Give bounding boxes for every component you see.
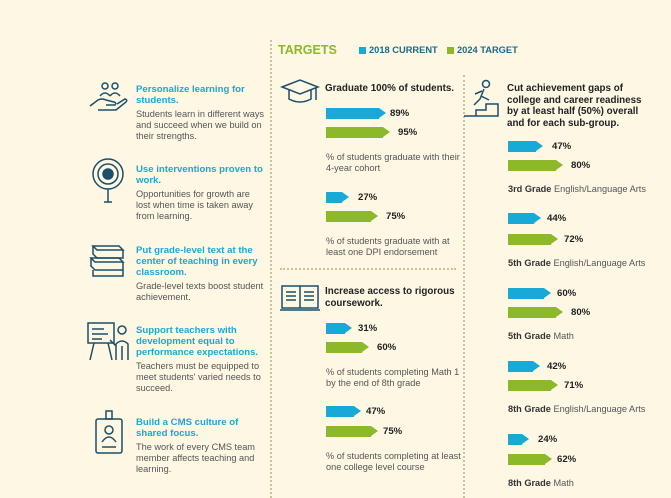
- strategy-1-title: Personalize learning for students.: [136, 84, 245, 106]
- gap-5-target-label: 62%: [557, 454, 577, 465]
- strategy-3-title: Put grade-level text at the center of te…: [136, 245, 258, 278]
- gap-4-grade: 8th Grade: [508, 404, 551, 414]
- stack-of-books-icon: [89, 245, 125, 277]
- graduation-cap-icon: [280, 79, 320, 103]
- divider-right: [463, 75, 465, 498]
- coursework-1-desc: % of students completing Math 1 by the e…: [326, 367, 460, 388]
- gap-4-target-bar: [508, 380, 558, 391]
- gap-5-label: 8th Grade Math: [508, 478, 574, 488]
- targets-title: TARGETS: [278, 43, 337, 57]
- legend-target-label: 2024 TARGET: [457, 45, 518, 55]
- graduate-2-current-bar: [326, 192, 349, 203]
- coursework-1-current-label: 31%: [358, 323, 378, 334]
- strategy-5-body: The work of every CMS team member affect…: [136, 442, 255, 474]
- gap-2-current-bar: [508, 213, 541, 224]
- coursework-1-target-label: 60%: [377, 342, 397, 353]
- gap-5-current-bar: [508, 434, 529, 445]
- gap-3-grade: 5th Grade: [508, 331, 551, 341]
- gap-1-subject: English/Language Arts: [553, 184, 646, 194]
- gap-5-current-label: 24%: [538, 434, 558, 445]
- gap-1-current-label: 47%: [552, 141, 572, 152]
- legend-current-label: 2018 CURRENT: [369, 45, 438, 55]
- strategy-4-body: Teachers must be equipped to meet studen…: [136, 361, 261, 393]
- gap-2-current-label: 44%: [547, 213, 567, 224]
- graduate-1-target-label: 95%: [398, 127, 418, 138]
- goal-graduate-title: Graduate 100% of students.: [325, 83, 455, 94]
- strategy-4-title: Support teachers with development equal …: [136, 325, 259, 358]
- legend-target-swatch: [447, 47, 454, 54]
- gap-4-label: 8th Grade English/Language Arts: [508, 404, 645, 414]
- gap-3-target-bar: [508, 307, 563, 318]
- gap-5-grade: 8th Grade: [508, 478, 551, 488]
- gap-5-subject: Math: [553, 478, 574, 488]
- gap-2-target-bar: [508, 234, 558, 245]
- strategy-3-body: Grade-level texts boost student achievem…: [136, 281, 264, 302]
- coursework-1-target-bar: [326, 342, 369, 353]
- gap-4-current-bar: [508, 361, 540, 372]
- gap-2-target-label: 72%: [564, 234, 584, 245]
- goal-gaps-title: Cut achievement gaps of college and care…: [507, 83, 642, 129]
- open-book-icon: [280, 285, 320, 311]
- gap-3-label: 5th Grade Math: [508, 331, 574, 341]
- gap-1-grade: 3rd Grade: [508, 184, 552, 194]
- coursework-2-desc: % of students completing at least one co…: [326, 451, 461, 472]
- gap-2-label: 5th Grade English/Language Arts: [508, 258, 645, 268]
- gap-3-subject: Math: [553, 331, 574, 341]
- gap-2-subject: English/Language Arts: [553, 258, 646, 268]
- gap-2-grade: 5th Grade: [508, 258, 551, 268]
- strategy-5-title: Build a CMS culture of shared focus.: [136, 417, 239, 439]
- gap-3-current-label: 60%: [557, 288, 577, 299]
- gap-1-current-bar: [508, 141, 543, 152]
- gap-5-target-bar: [508, 454, 552, 465]
- graduate-1-current-bar: [326, 108, 386, 119]
- coursework-2-current-label: 47%: [366, 406, 386, 417]
- graduate-1-current-label: 89%: [390, 108, 410, 119]
- gap-1-target-bar: [508, 160, 563, 171]
- hand-with-people-icon: [89, 82, 128, 111]
- gap-4-subject: English/Language Arts: [553, 404, 646, 414]
- strategy-1-body: Students learn in different ways and suc…: [136, 109, 265, 141]
- divider-middle: [280, 268, 456, 270]
- gap-3-current-bar: [508, 288, 551, 299]
- gap-3-target-label: 80%: [571, 307, 591, 318]
- gap-1-label: 3rd Grade English/Language Arts: [508, 184, 646, 194]
- coursework-2-target-bar: [326, 426, 378, 437]
- divider-left: [270, 40, 272, 498]
- coursework-2-current-bar: [326, 406, 361, 417]
- gap-4-target-label: 71%: [564, 380, 584, 391]
- graduate-1-target-bar: [326, 127, 390, 138]
- teacher-at-board-icon: [87, 322, 129, 361]
- graduate-2-current-label: 27%: [358, 192, 378, 203]
- strategy-2-body: Opportunities for growth are lost when t…: [136, 189, 253, 221]
- climbing-stairs-icon: [464, 79, 499, 117]
- strategy-2-title: Use interventions proven to work.: [136, 164, 263, 186]
- target-head-icon: [92, 158, 124, 203]
- coursework-1-current-bar: [326, 323, 352, 334]
- graduate-1-desc: % of students graduate with their 4-year…: [326, 152, 460, 173]
- gap-4-current-label: 42%: [547, 361, 567, 372]
- graduate-2-target-label: 75%: [386, 211, 406, 222]
- graduate-2-desc: % of students graduate with at least one…: [326, 236, 450, 257]
- goal-coursework-title: Increase access to rigorous coursework.: [325, 286, 455, 309]
- legend-current-swatch: [359, 47, 366, 54]
- id-badge-icon: [95, 410, 123, 454]
- gap-1-target-label: 80%: [571, 160, 591, 171]
- coursework-2-target-label: 75%: [383, 426, 403, 437]
- graduate-2-target-bar: [326, 211, 378, 222]
